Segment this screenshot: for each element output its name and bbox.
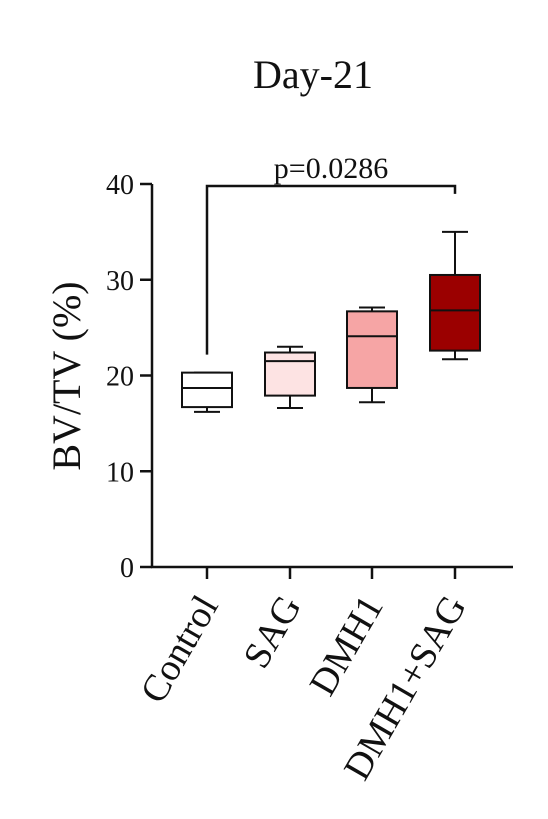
bracket-line [205,184,457,355]
box-sag [264,345,316,410]
box-iqr [346,310,398,389]
x-tick-label: Control [132,589,226,711]
box-control [181,371,233,413]
p-value-label: p=0.0286 [274,152,388,185]
y-tick-label: 10 [106,457,134,488]
box-iqr [264,351,316,397]
box-iqr [181,371,233,409]
box-iqr [429,273,481,352]
y-tick-label: 20 [106,362,134,393]
x-tick-label: DMH1 [302,589,392,703]
x-tick-label: SAG [235,589,309,676]
y-ticks: 0 10 20 30 40 [106,170,152,584]
y-axis-label: BV/TV (%) [44,281,89,470]
y-tick-label: 30 [106,266,134,297]
chart-title: Day-21 [253,52,373,97]
y-tick-label: 0 [120,553,134,584]
boxes [181,230,481,413]
significance-bracket: p=0.0286 [205,152,457,355]
y-tick-label: 40 [106,170,134,201]
box-dmh1 [346,306,398,404]
box-dmh1-sag [429,230,481,361]
